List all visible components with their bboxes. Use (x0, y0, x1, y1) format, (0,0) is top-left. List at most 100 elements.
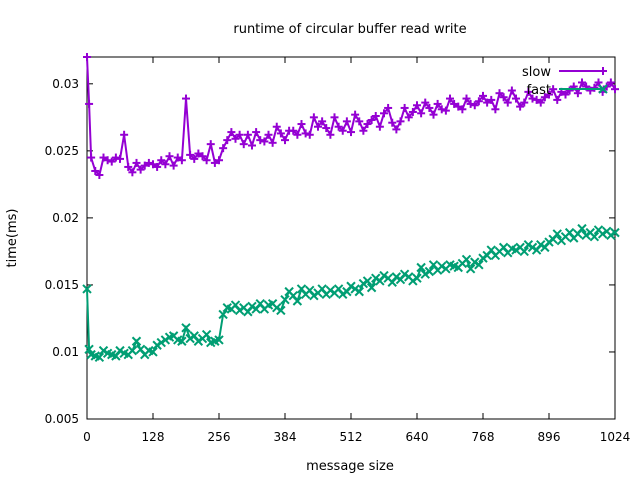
data-point-fast (148, 347, 158, 357)
data-point-slow (367, 116, 376, 125)
data-point-slow (276, 129, 285, 138)
data-point-fast (597, 229, 608, 239)
data-point-fast (552, 229, 562, 239)
data-point-slow (441, 106, 450, 115)
data-point-fast (82, 284, 92, 294)
legend-marker-fast (598, 84, 608, 94)
data-point-slow (516, 102, 525, 111)
data-point-slow (433, 99, 442, 108)
data-point-slow (128, 168, 137, 177)
data-point-slow (499, 93, 508, 102)
data-point-slow (611, 85, 619, 94)
data-point-slow (169, 161, 178, 170)
data-point-slow (363, 120, 372, 129)
data-point-slow (540, 93, 549, 102)
data-point-slow (536, 98, 545, 107)
data-point-slow (590, 83, 599, 92)
data-point-slow (578, 78, 586, 87)
x-tick-label: 1024 (600, 430, 631, 444)
data-point-fast (201, 329, 212, 340)
x-tick-label: 512 (340, 430, 363, 444)
data-point-slow (437, 105, 446, 114)
y-tick-label: 0.03 (52, 77, 79, 91)
y-tick-label: 0.025 (45, 144, 79, 158)
data-point-slow (103, 156, 112, 165)
series-slow (83, 53, 619, 179)
data-point-slow (289, 126, 298, 135)
data-point-slow (392, 125, 401, 134)
data-point-fast (399, 269, 410, 279)
data-point-slow (388, 118, 397, 127)
data-point-fast (437, 261, 447, 271)
data-point-fast (214, 335, 224, 345)
data-point-slow (297, 120, 306, 129)
x-tick-label: 384 (274, 430, 297, 444)
data-point-fast (606, 230, 616, 241)
data-point-slow (293, 130, 302, 139)
data-point-slow (219, 144, 228, 153)
x-tick-label: 768 (472, 430, 495, 444)
data-point-fast (346, 281, 356, 291)
data-point-slow (173, 153, 182, 162)
data-point-fast (511, 245, 521, 255)
x-tick-label: 256 (208, 430, 231, 444)
data-point-slow (256, 136, 265, 145)
plot-frame (86, 56, 616, 420)
data-point-slow (487, 95, 496, 104)
data-point-fast (610, 227, 620, 238)
data-point-slow (491, 105, 500, 114)
data-point-slow (202, 156, 211, 165)
data-point-slow (483, 98, 492, 107)
data-point-slow (326, 130, 335, 139)
data-point-slow (281, 136, 289, 145)
data-point-fast (218, 309, 228, 320)
data-point-slow (83, 53, 91, 61)
data-point-slow (243, 130, 252, 139)
data-point-fast (461, 254, 472, 265)
data-point-fast (292, 296, 303, 306)
data-point-slow (338, 126, 347, 135)
data-point-slow (301, 129, 310, 138)
y-tick-label: 0.015 (45, 278, 79, 292)
data-point-slow (400, 103, 409, 112)
data-point-slow (573, 89, 582, 98)
data-point-slow (136, 165, 145, 174)
data-point-fast (523, 239, 534, 250)
data-point-slow (371, 111, 380, 120)
data-point-slow (454, 102, 463, 111)
data-point-slow (161, 160, 170, 169)
data-point-slow (177, 156, 186, 165)
data-point-fast (470, 257, 480, 267)
data-point-fast (420, 269, 430, 279)
data-point-fast (185, 333, 195, 344)
data-point-fast (309, 290, 319, 301)
data-point-slow (215, 156, 223, 165)
data-point-slow (144, 158, 153, 167)
data-point-fast (131, 336, 142, 346)
x-axis-title: message size (306, 459, 394, 474)
data-point-fast (193, 336, 204, 346)
data-point-slow (99, 153, 108, 162)
data-point-fast (338, 289, 348, 300)
data-point-slow (425, 103, 434, 112)
data-point-fast (115, 345, 125, 356)
data-point-slow (239, 140, 248, 149)
data-point-slow (87, 153, 96, 162)
data-point-fast (325, 285, 336, 295)
data-point-slow (132, 158, 141, 167)
data-point-slow (359, 126, 368, 135)
data-point-slow (124, 162, 133, 171)
data-point-slow (264, 130, 273, 139)
data-point-slow (314, 122, 322, 131)
data-point-slow (198, 152, 207, 161)
data-point-slow (458, 105, 467, 114)
data-point-slow (466, 99, 475, 108)
data-point-slow (528, 94, 537, 103)
x-tick-label: 128 (142, 430, 165, 444)
data-point-slow (532, 95, 541, 104)
data-point-slow (520, 98, 529, 107)
data-point-fast (391, 272, 402, 282)
data-point-slow (462, 94, 471, 103)
data-point-slow (351, 110, 360, 119)
